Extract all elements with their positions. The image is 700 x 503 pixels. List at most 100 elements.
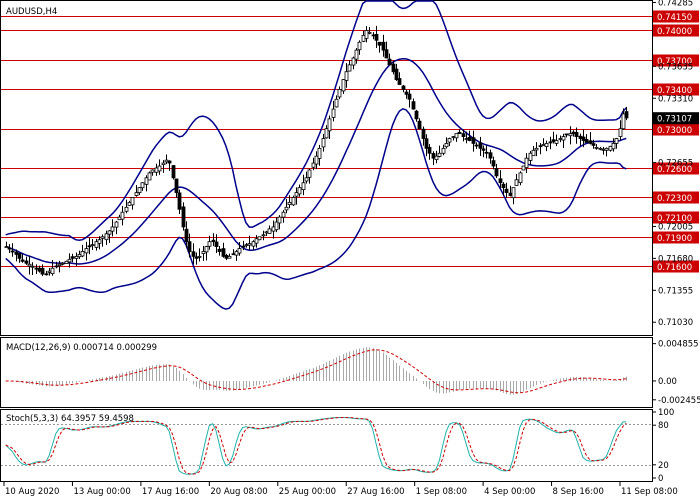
candle-body (501, 183, 506, 189)
candle-body (591, 143, 596, 146)
candle-body (574, 132, 579, 137)
candle-body (404, 91, 409, 95)
candle-body (397, 78, 402, 85)
candle-body (181, 206, 186, 228)
candle-body (284, 206, 289, 211)
candle-body (84, 248, 89, 254)
level-badge (653, 83, 699, 96)
candle-body (244, 244, 249, 247)
candle-body (311, 162, 316, 168)
candle-body (274, 221, 279, 231)
candle-body (387, 58, 392, 66)
candle-body (407, 93, 412, 100)
candle-body (177, 192, 182, 210)
candle-body (488, 152, 493, 159)
level-label: 0.72600 (657, 165, 692, 175)
current-price-badge (653, 112, 699, 125)
candle-body (120, 211, 125, 220)
candle-body (447, 138, 452, 143)
stoch-panel-frame (0, 409, 653, 482)
candle-body (464, 138, 469, 140)
macd-label: MACD(12,26,9) 0.000714 0.000299 (6, 343, 157, 353)
time-axis: 10 Aug 2020 13 Aug 00:00 17 Aug 16:00 20 Au… (3, 482, 678, 497)
candle-body (354, 49, 359, 60)
candle-body (27, 263, 32, 267)
current-price-label: 0.73107 (657, 115, 692, 125)
candle-body (267, 228, 272, 234)
level-label: 0.73400 (657, 86, 692, 96)
candle-body (524, 157, 529, 169)
level-badge (653, 24, 699, 37)
candle-body (184, 228, 189, 243)
candle-body (538, 145, 543, 148)
level-badge (653, 231, 699, 244)
candle-body (307, 169, 312, 178)
candle-body (584, 138, 589, 143)
candle-body (40, 267, 45, 275)
candle-body (618, 128, 623, 137)
candle-body (264, 231, 269, 234)
candle-body (608, 145, 613, 151)
candle-body (7, 247, 12, 250)
candle-body (281, 211, 286, 218)
candle-body (578, 135, 583, 139)
candle-body (518, 172, 523, 184)
candle-body (361, 34, 366, 42)
candlesticks (4, 25, 629, 277)
stoch-tick-label: 80 (658, 421, 669, 431)
candle-body (77, 254, 82, 258)
candle-body (140, 182, 145, 189)
candle-body (194, 256, 199, 259)
candle-body (217, 248, 222, 252)
candle-body (297, 187, 302, 195)
candle-body (14, 251, 19, 255)
candle-body (277, 216, 282, 224)
candle-body (534, 147, 539, 151)
candle-body (237, 248, 242, 254)
level-label: 0.72300 (657, 194, 692, 204)
price-tick-label: 0.71355 (658, 286, 693, 296)
candle-body (544, 143, 549, 148)
candle-body (561, 136, 566, 141)
macd-tick-label: 0.004855 (658, 340, 699, 350)
candle-body (150, 169, 155, 173)
candle-body (64, 260, 69, 264)
candle-body (60, 262, 65, 265)
candle-body (201, 251, 206, 254)
candle-body (421, 128, 426, 139)
candle-body (17, 253, 22, 259)
candle-body (164, 159, 169, 163)
bollinger-upper (5, 0, 627, 242)
symbol-label: AUDUSD,H4 (6, 7, 57, 17)
candle-body (34, 267, 39, 270)
candle-body (211, 239, 216, 243)
candle-body (321, 138, 326, 148)
candle-body (50, 267, 55, 275)
price-tick-label: 0.73635 (658, 62, 693, 72)
candle-body (37, 267, 42, 272)
candle-body (331, 108, 336, 118)
candle-body (191, 251, 196, 257)
candle-body (171, 165, 176, 179)
time-tick-label: 10 Aug 2020 (5, 487, 59, 497)
candle-body (347, 64, 352, 72)
candle-body (224, 254, 229, 259)
price-tick-label: 0.71030 (658, 318, 693, 328)
candle-body (127, 201, 132, 206)
macd-tick-label: -0.002455 (658, 396, 700, 406)
macd-tick-label: 0.00 (658, 377, 677, 387)
candle-body (154, 167, 159, 173)
candle-body (100, 236, 105, 239)
candle-body (384, 49, 389, 59)
candle-body (364, 30, 369, 39)
candle-body (377, 41, 382, 46)
candle-body (214, 241, 219, 247)
candle-body (124, 206, 129, 212)
candle-body (157, 165, 162, 172)
candle-body (414, 110, 419, 120)
candle-body (437, 152, 442, 157)
candle-body (44, 273, 49, 276)
candle-body (104, 233, 109, 241)
candle-body (588, 140, 593, 144)
